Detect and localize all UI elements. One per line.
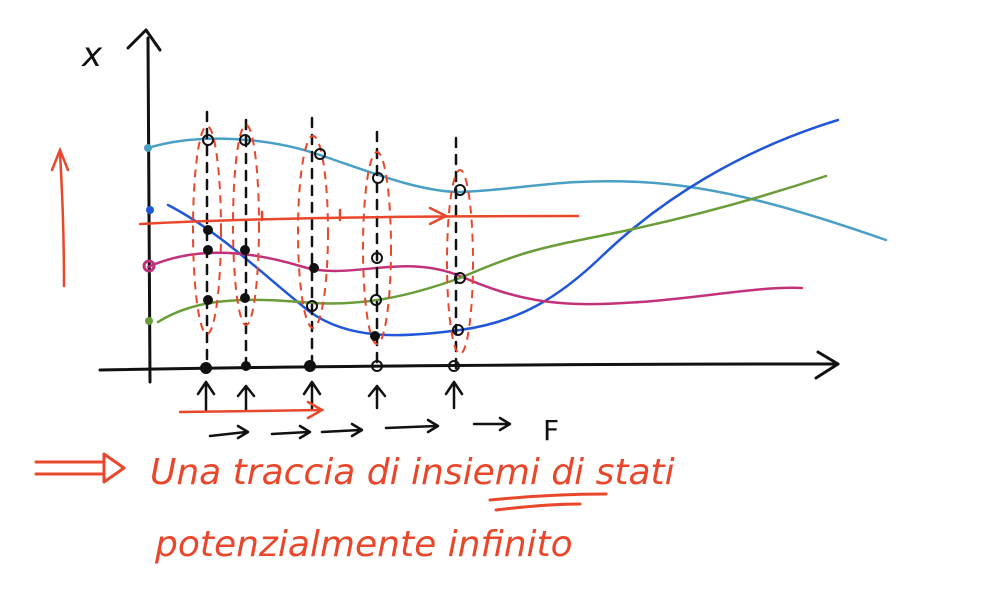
final-time-label: F xyxy=(543,414,559,447)
state-set-2 xyxy=(232,124,260,326)
implication-arrow xyxy=(34,452,126,484)
state-set-4 xyxy=(362,151,392,345)
trajectory-blue xyxy=(166,118,840,337)
state-point xyxy=(306,300,318,312)
state-point xyxy=(309,263,319,273)
axis-instant-point xyxy=(200,362,212,374)
initial-state-green xyxy=(145,317,153,325)
state-point xyxy=(452,324,464,336)
axis-instant-point xyxy=(241,361,251,371)
state-sets xyxy=(192,124,474,355)
initial-state-light-blue xyxy=(144,144,152,152)
trajectories xyxy=(146,118,888,337)
caption-line-1: Una traccia di insiemi di stati xyxy=(150,452,675,493)
instant-up-arrow xyxy=(196,380,216,412)
y-axis-label: x xyxy=(81,35,103,75)
vertical-arrow-shaft xyxy=(58,150,66,288)
instant-up-arrow xyxy=(444,380,464,410)
caption-line-2: potenzialmente infinito xyxy=(154,524,573,565)
state-point xyxy=(314,148,326,160)
axis-instant-point xyxy=(304,360,316,372)
initial-states xyxy=(142,144,156,325)
propagation-arrow xyxy=(138,206,580,226)
instant-markers xyxy=(196,380,464,412)
propagation-arrow-shaft xyxy=(138,214,580,226)
state-point xyxy=(370,294,382,306)
instant-up-arrow xyxy=(236,384,256,412)
initial-state-blue xyxy=(146,206,154,214)
arrow-right-icon xyxy=(472,416,512,432)
state-set-3 xyxy=(297,135,329,329)
state-point xyxy=(372,172,384,184)
insiemi-underline xyxy=(488,492,608,512)
y-axis xyxy=(146,36,152,384)
trajectory-light-blue xyxy=(146,137,888,242)
state-point xyxy=(370,331,380,341)
state-point xyxy=(454,184,466,196)
red-time-arrow-head xyxy=(306,400,325,420)
time-instants xyxy=(205,110,458,370)
state-point xyxy=(203,225,213,235)
state-set-1 xyxy=(192,125,222,335)
arrow-right-icon xyxy=(270,424,312,440)
state-point xyxy=(371,252,383,264)
time-arrow-chain xyxy=(208,416,512,440)
arrow-right-icon xyxy=(320,422,364,438)
state-point xyxy=(240,245,250,255)
vertical-arrow-head xyxy=(50,146,70,172)
state-point xyxy=(454,272,466,284)
state-point xyxy=(203,245,213,255)
propagation-arrow-head xyxy=(428,206,449,226)
state-set-5 xyxy=(446,169,474,355)
state-point xyxy=(202,134,214,146)
state-point xyxy=(240,293,250,303)
red-time-arrow-shaft xyxy=(178,408,324,414)
trajectory-green xyxy=(156,174,828,324)
sampled-states xyxy=(200,134,466,374)
arrow-right-icon xyxy=(208,424,250,440)
state-point xyxy=(203,295,213,305)
initial-state-magenta xyxy=(142,259,156,273)
vertical-arrow xyxy=(50,146,70,288)
axis-instant-point xyxy=(448,360,460,372)
y-axis-arrowhead xyxy=(126,28,162,52)
state-point xyxy=(239,134,251,146)
instant-up-arrow xyxy=(367,384,387,410)
x-axis-arrowhead xyxy=(814,350,840,380)
trajectory-magenta xyxy=(146,251,804,306)
double-arrow-right-icon xyxy=(34,452,126,484)
axis-instant-point xyxy=(371,360,383,372)
arrow-right-icon xyxy=(384,418,440,434)
red-time-arrow xyxy=(178,400,325,420)
